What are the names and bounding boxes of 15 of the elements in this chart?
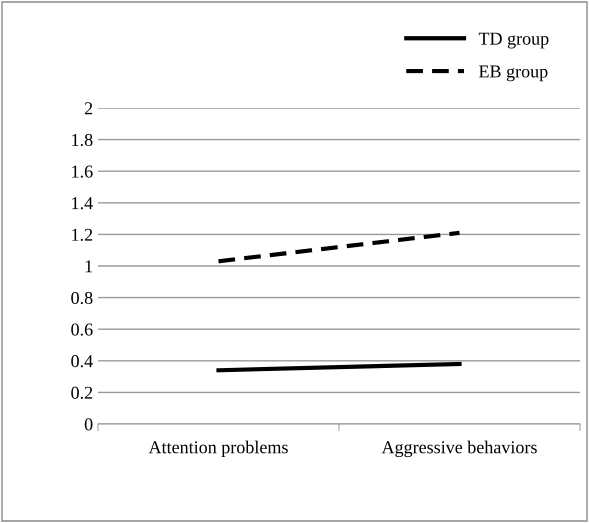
y-tick-label: 0.2	[71, 386, 92, 399]
y-tick-label: 1.8	[72, 134, 92, 146]
y-tick-label: 2	[84, 102, 92, 114]
x-tick-label: Aggressive behaviors	[382, 440, 537, 458]
y-tick-label: 0.6	[71, 323, 93, 336]
x-tick-label: Attention problems	[148, 440, 288, 458]
legend-label: TD group	[478, 32, 548, 48]
y-tick-label: 1	[86, 260, 92, 272]
y-tick-label: 1.4	[72, 197, 93, 210]
y-tick-label: 1.2	[72, 228, 92, 241]
y-tick-label: 0	[84, 418, 92, 430]
legend-label: EB group	[479, 66, 548, 82]
y-tick-label: 0.4	[71, 355, 93, 368]
y-tick-label: 1.6	[72, 166, 93, 178]
y-tick-label: 0.8	[71, 292, 92, 304]
